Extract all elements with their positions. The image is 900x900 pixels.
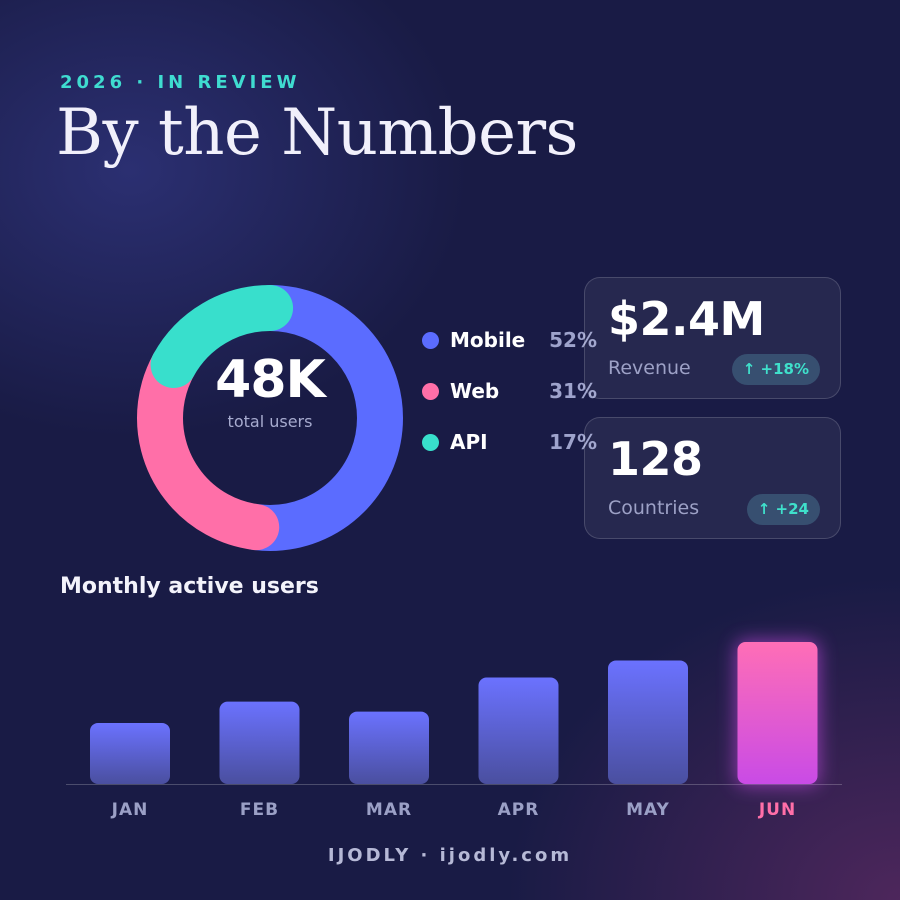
bar-chart-title: Monthly active users: [60, 574, 319, 599]
monthly-bar-chart: JAN FEB MAR APR MAY JUN: [66, 640, 842, 820]
donut-segment-api: [137, 285, 403, 551]
donut-legend: Mobile 52% Web 31% API 17%: [422, 323, 597, 476]
legend-percent: 52%: [549, 328, 597, 352]
legend-percent: 17%: [549, 430, 597, 454]
legend-label: API: [450, 430, 488, 454]
legend-item-web: Web 31%: [422, 374, 597, 408]
bar-jun: [737, 642, 818, 784]
footer-credit: IJODLY · ijodly.com: [327, 845, 573, 866]
donut-segment-web: [137, 285, 403, 551]
mobile-dot-icon: [422, 331, 439, 349]
api-dot-icon: [422, 433, 439, 451]
legend-item-mobile: Mobile 52%: [422, 323, 597, 357]
countries-card: 128 Countries ↑ +24: [584, 417, 841, 539]
bar-may: [608, 660, 688, 784]
revenue-change-badge: ↑ +18%: [731, 354, 820, 385]
countries-label: Countries: [608, 497, 700, 519]
revenue-value: $2.4M: [608, 292, 765, 346]
bar-apr: [478, 677, 559, 784]
bar-label-mar: MAR: [366, 800, 412, 820]
bar-label-jan: JAN: [111, 800, 149, 820]
legend-item-api: API 17%: [422, 425, 597, 459]
revenue-label: Revenue: [608, 357, 691, 379]
eyebrow-label: 2026 · IN REVIEW: [60, 72, 301, 93]
bar-mar: [349, 711, 429, 784]
donut-chart: [137, 285, 403, 551]
countries-change-badge: ↑ +24: [746, 494, 820, 525]
legend-label: Mobile: [450, 328, 526, 352]
bar-jan: [90, 722, 170, 784]
legend-label: Web: [450, 379, 500, 403]
bar-label-may: MAY: [626, 800, 670, 820]
page-title: By the Numbers: [56, 96, 578, 170]
bar-label-jun: JUN: [758, 800, 796, 820]
total-users-caption: total users: [227, 412, 313, 431]
revenue-card: $2.4M Revenue ↑ +18%: [584, 277, 841, 399]
bar-label-feb: FEB: [240, 800, 279, 820]
countries-value: 128: [608, 432, 703, 486]
bar-label-apr: APR: [498, 800, 540, 820]
bar-feb: [219, 701, 300, 784]
donut-center: 48K total users: [132, 350, 408, 431]
total-users-value: 48K: [215, 350, 326, 410]
web-dot-icon: [422, 382, 439, 400]
